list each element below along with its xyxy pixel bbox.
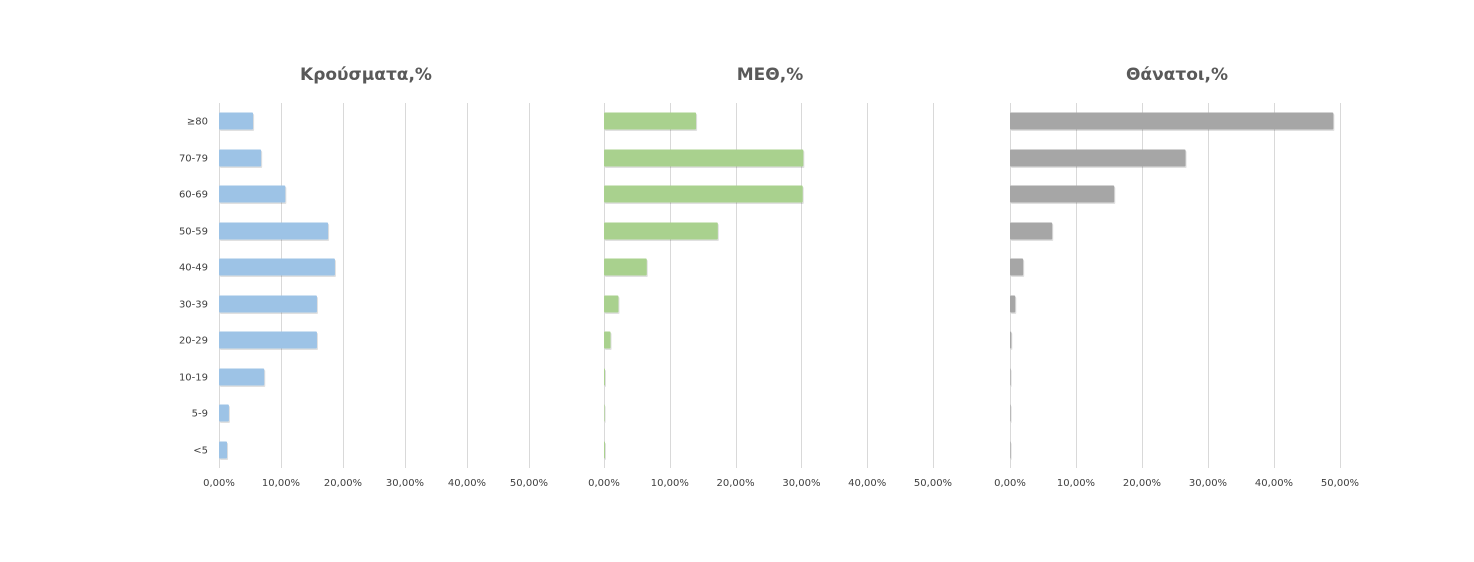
bar-30-39 — [604, 295, 619, 313]
bar-20-29 — [604, 331, 611, 349]
bar-40-49 — [604, 258, 647, 276]
x-tick-label: 20,00% — [324, 478, 362, 489]
bar-30-39 — [1010, 295, 1016, 313]
bar-≥80 — [1010, 112, 1334, 130]
x-tick-label: 30,00% — [1189, 478, 1227, 489]
x-tick-label: 40,00% — [848, 478, 886, 489]
bar-shadow — [605, 406, 606, 423]
category-label: <5 — [193, 446, 208, 457]
bar-50-59 — [219, 222, 329, 240]
chart-title: ΜΕΘ,% — [737, 65, 803, 85]
bar-60-69 — [1010, 185, 1115, 203]
bar-40-49 — [219, 258, 335, 276]
bar-5-9 — [604, 404, 605, 422]
x-tick-label: 50,00% — [1321, 478, 1359, 489]
category-label: 5-9 — [192, 409, 208, 420]
category-label: ≥80 — [187, 117, 208, 128]
bar-5-9 — [1010, 404, 1011, 422]
category-label: 60-69 — [179, 190, 208, 201]
bar-≥80 — [219, 112, 254, 130]
bar-shadow — [605, 443, 606, 460]
x-tick-label: 0,00% — [994, 478, 1026, 489]
bar-<5 — [1010, 441, 1011, 459]
bar-50-59 — [604, 222, 718, 240]
x-tick-label: 10,00% — [262, 478, 300, 489]
bar-shadow — [1011, 333, 1013, 350]
bar-70-79 — [219, 149, 262, 167]
x-tick-label: 10,00% — [651, 478, 689, 489]
bar-60-69 — [219, 185, 286, 203]
chart-title: Κρούσματα,% — [300, 65, 432, 85]
category-label: 10-19 — [179, 373, 208, 384]
x-tick-label: 30,00% — [386, 478, 424, 489]
bar-≥80 — [604, 112, 697, 130]
bar-shadow — [1011, 406, 1012, 423]
bar-shadow — [1011, 443, 1012, 460]
bar-50-59 — [1010, 222, 1053, 240]
category-label: 30-39 — [179, 300, 208, 311]
category-label: 20-29 — [179, 336, 208, 347]
bar-<5 — [219, 441, 228, 459]
chart-1: Κρούσματα,% 0,00% 10,00% 20,00% 30,00% 40,00%… — [179, 65, 548, 489]
bar-70-79 — [604, 149, 804, 167]
chart-title: Θάνατοι,% — [1126, 65, 1228, 85]
chart-3: Θάνατοι,% 0,00% 10,00% 20,00% 30,00% 40,00% 50… — [994, 65, 1359, 489]
bar-shadow — [605, 370, 606, 387]
bar-70-79 — [1010, 149, 1186, 167]
bar-shadow — [1011, 370, 1012, 387]
category-label: 70-79 — [179, 154, 208, 165]
x-tick-label: 50,00% — [914, 478, 952, 489]
category-label: 40-49 — [179, 263, 208, 274]
bar-60-69 — [604, 185, 803, 203]
x-tick-label: 30,00% — [782, 478, 820, 489]
bar-20-29 — [219, 331, 317, 349]
category-label: 50-59 — [179, 227, 208, 238]
bar-10-19 — [1010, 368, 1011, 386]
x-tick-label: 20,00% — [717, 478, 755, 489]
x-tick-label: 40,00% — [448, 478, 486, 489]
x-tick-label: 0,00% — [588, 478, 620, 489]
x-tick-label: 50,00% — [510, 478, 548, 489]
x-tick-label: 20,00% — [1123, 478, 1161, 489]
chart-2: ΜΕΘ,% 0,00% 10,00% 20,00% 30,00% 40,00% 50,00% — [588, 65, 952, 489]
x-tick-label: 0,00% — [203, 478, 235, 489]
x-tick-label: 40,00% — [1255, 478, 1293, 489]
bar-<5 — [604, 441, 605, 459]
x-tick-label: 10,00% — [1057, 478, 1095, 489]
bar-40-49 — [1010, 258, 1024, 276]
bar-10-19 — [604, 368, 605, 386]
bar-5-9 — [219, 404, 229, 422]
bar-20-29 — [1010, 331, 1012, 349]
bar-30-39 — [219, 295, 317, 313]
bar-10-19 — [219, 368, 265, 386]
